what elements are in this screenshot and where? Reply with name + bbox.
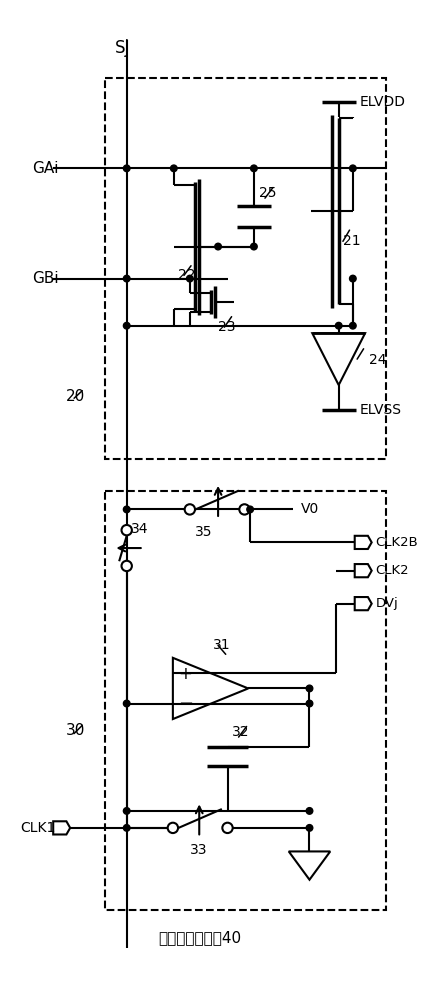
Text: ELVSS: ELVSS <box>360 403 401 417</box>
Text: GBi: GBi <box>33 271 59 286</box>
Circle shape <box>121 561 132 571</box>
Text: 34: 34 <box>132 522 149 536</box>
Circle shape <box>124 825 130 831</box>
Bar <box>105 78 386 459</box>
Text: 33: 33 <box>190 843 207 857</box>
Circle shape <box>124 275 130 282</box>
Circle shape <box>185 504 195 515</box>
Circle shape <box>222 823 233 833</box>
Circle shape <box>306 685 313 692</box>
Text: −: − <box>179 695 194 713</box>
Text: V0: V0 <box>301 502 319 516</box>
Circle shape <box>306 825 313 831</box>
Circle shape <box>124 700 130 707</box>
Text: 22: 22 <box>178 268 195 282</box>
Text: GAi: GAi <box>33 161 59 176</box>
Text: Sj: Sj <box>115 39 130 57</box>
Circle shape <box>124 506 130 513</box>
Text: 25: 25 <box>258 186 276 200</box>
Text: +: + <box>179 665 192 683</box>
Circle shape <box>250 243 257 250</box>
Text: 30: 30 <box>66 723 85 738</box>
Text: CLK2: CLK2 <box>376 564 409 577</box>
Circle shape <box>247 506 253 513</box>
Circle shape <box>306 700 313 707</box>
Text: 20: 20 <box>66 389 85 404</box>
Circle shape <box>124 165 130 172</box>
Circle shape <box>349 165 356 172</box>
Circle shape <box>335 322 342 329</box>
Circle shape <box>187 275 193 282</box>
Bar <box>105 491 386 910</box>
Circle shape <box>349 275 356 282</box>
Text: 23: 23 <box>218 320 236 334</box>
Text: CLK1: CLK1 <box>20 821 55 835</box>
Text: CLK2B: CLK2B <box>376 536 418 549</box>
Text: 31: 31 <box>212 638 230 652</box>
Text: 32: 32 <box>232 725 250 739</box>
Text: DVj: DVj <box>376 597 398 610</box>
Text: 35: 35 <box>195 525 212 539</box>
Circle shape <box>349 322 356 329</box>
Text: 24: 24 <box>369 353 386 367</box>
Circle shape <box>215 243 221 250</box>
Text: 向信号转换电路40: 向信号转换电路40 <box>159 931 242 946</box>
Circle shape <box>239 504 250 515</box>
Circle shape <box>306 808 313 814</box>
Circle shape <box>121 525 132 535</box>
Circle shape <box>250 165 257 172</box>
Circle shape <box>124 808 130 814</box>
Circle shape <box>168 823 178 833</box>
Text: ELVDD: ELVDD <box>360 95 405 109</box>
Text: 21: 21 <box>343 234 361 248</box>
Circle shape <box>124 322 130 329</box>
Circle shape <box>170 165 177 172</box>
